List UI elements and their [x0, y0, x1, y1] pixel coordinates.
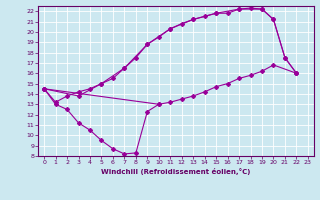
- X-axis label: Windchill (Refroidissement éolien,°C): Windchill (Refroidissement éolien,°C): [101, 168, 251, 175]
